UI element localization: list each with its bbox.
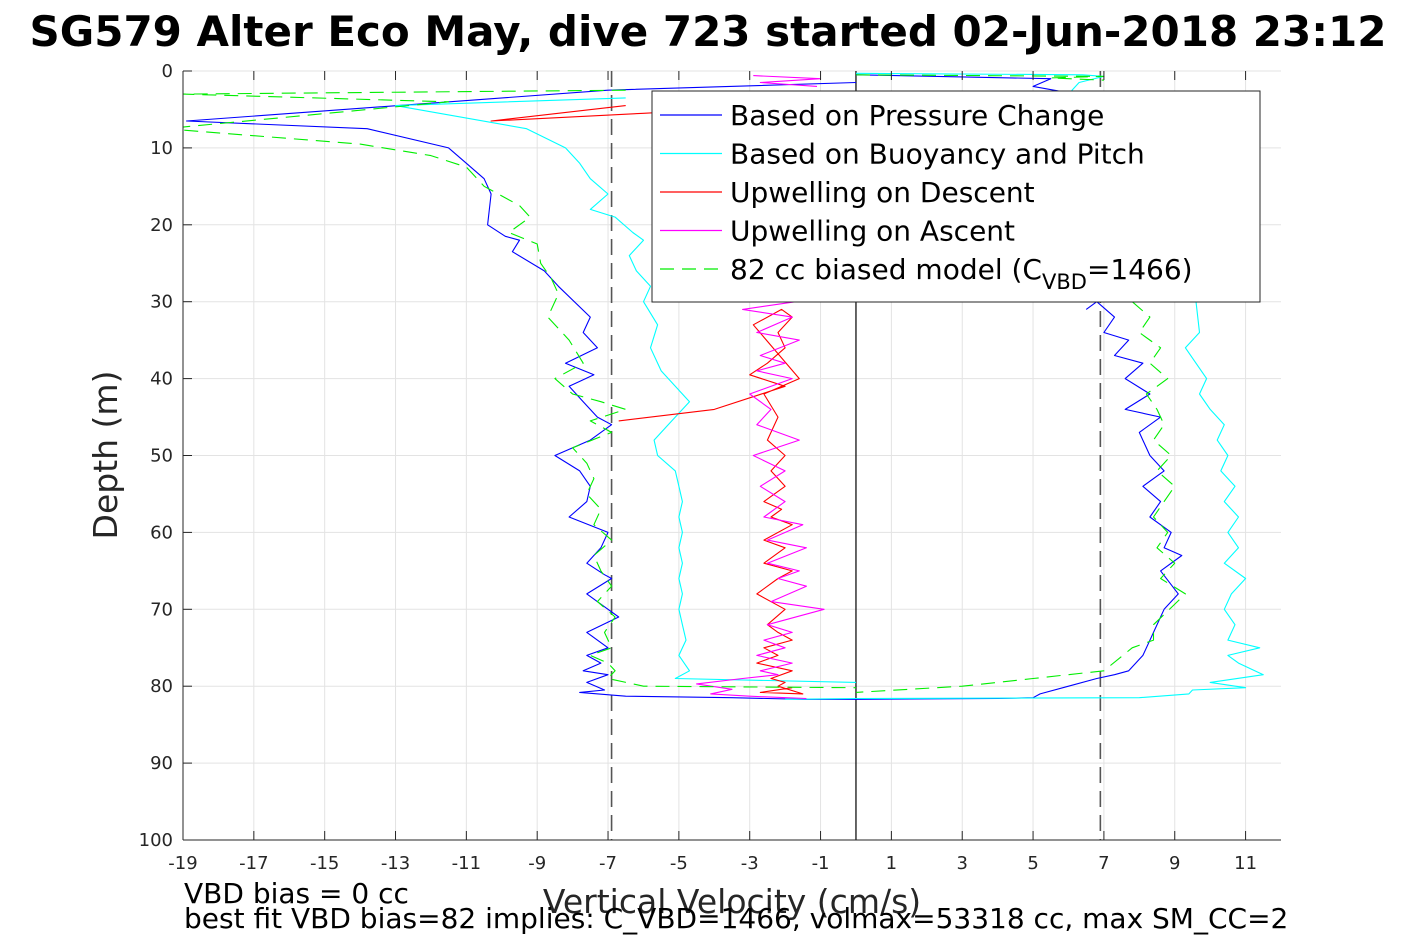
axes: -19 -17 -15 -13 -11 -9 -7 -5 -3 -1 1 3 5 7 9 1101020304… xyxy=(139,61,1281,874)
y-tick-label: 90 xyxy=(150,753,173,774)
x-tick-label: -5 xyxy=(670,853,688,874)
series-group xyxy=(183,72,1264,700)
x-tick-label: 7 xyxy=(1098,853,1109,874)
series-line xyxy=(753,75,822,87)
y-tick-label: 60 xyxy=(150,522,173,543)
y-tick-label: 80 xyxy=(150,676,173,697)
series-line xyxy=(855,74,1105,81)
legend-entry: Upwelling on Ascent xyxy=(730,215,1015,248)
x-tick-label: -3 xyxy=(741,853,759,874)
x-tick-label: 11 xyxy=(1234,853,1257,874)
y-tick-label: 0 xyxy=(162,61,173,82)
y-tick-label: 70 xyxy=(150,599,173,620)
x-tick-label: 3 xyxy=(956,853,967,874)
legend-entry: Based on Buoyancy and Pitch xyxy=(730,138,1145,171)
footer-line-1: VBD bias = 0 cc xyxy=(184,877,409,910)
x-tick-label: -17 xyxy=(239,853,268,874)
legend-entry: Based on Pressure Change xyxy=(730,99,1104,132)
x-tick-label: -15 xyxy=(310,853,339,874)
x-tick-label: -13 xyxy=(381,853,410,874)
series-line xyxy=(855,301,1183,700)
x-tick-label: -1 xyxy=(812,853,830,874)
series-line xyxy=(183,89,857,689)
y-tick-label: 50 xyxy=(150,446,173,467)
y-tick-label: 10 xyxy=(150,138,173,159)
series-line xyxy=(618,308,804,695)
x-tick-label: -7 xyxy=(599,853,617,874)
legend: Based on Pressure Change Based on Buoyanc… xyxy=(651,90,1261,303)
footer-line-2: best fit VBD bias=82 implies: C_VBD=1466… xyxy=(184,902,1288,935)
chart-title: SG579 Alter Eco May, dive 723 started 02… xyxy=(30,7,1387,56)
y-tick-label: 20 xyxy=(150,215,173,236)
legend-box xyxy=(651,90,1261,303)
x-tick-label: 5 xyxy=(1027,853,1038,874)
y-tick-label: 30 xyxy=(150,292,173,313)
x-tick-label: -11 xyxy=(452,853,481,874)
y-tick-label: 40 xyxy=(150,369,173,390)
series-line xyxy=(785,301,1264,700)
x-tick-label: 9 xyxy=(1169,853,1180,874)
series-line xyxy=(696,301,825,700)
x-axis-label: Vertical Velocity (cm/s) xyxy=(543,882,921,921)
x-tick-label: 1 xyxy=(886,853,897,874)
series-line xyxy=(185,81,857,700)
y-axis-label: Depth (m) xyxy=(86,371,125,540)
legend-entry: Upwelling on Descent xyxy=(730,176,1035,209)
x-tick-label: -19 xyxy=(168,853,197,874)
x-tick-label: -9 xyxy=(528,853,546,874)
y-tick-label: 100 xyxy=(139,830,173,851)
series-line xyxy=(855,301,1186,693)
